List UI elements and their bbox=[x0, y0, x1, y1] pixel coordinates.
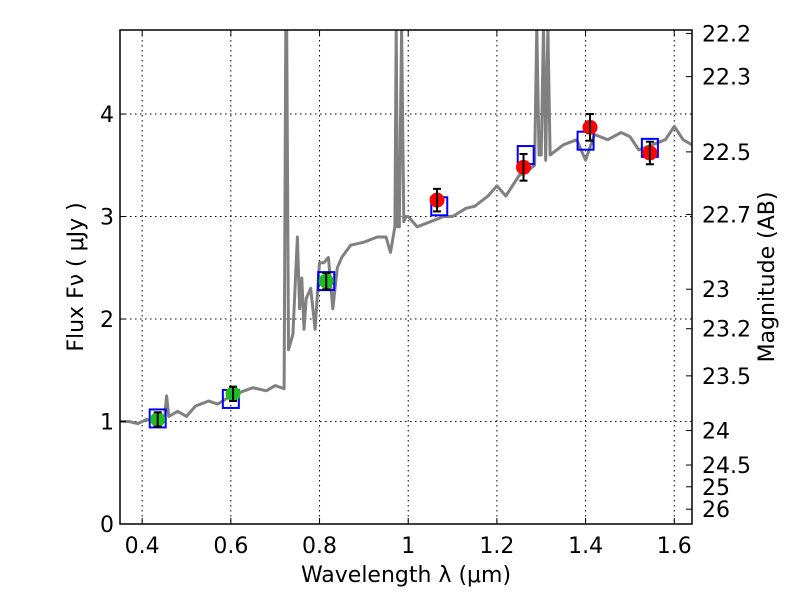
y-axis-label: Flux Fν ( μJy ) bbox=[64, 202, 89, 351]
x-tick-label: 0.6 bbox=[213, 534, 248, 559]
right-tick-label: 22.3 bbox=[702, 66, 751, 91]
y-tick-label: 2 bbox=[100, 308, 114, 333]
x-tick-label: 1.6 bbox=[657, 534, 692, 559]
ticks: 0.4 0.6 0.8 1 1.2 1.4 1.60123422.222.322.522.7… bbox=[100, 22, 751, 559]
axes-frame bbox=[119, 29, 693, 525]
right-tick-label: 26 bbox=[702, 498, 730, 523]
right-tick-label: 23.2 bbox=[702, 318, 751, 343]
y-tick-label: 1 bbox=[100, 411, 114, 436]
right-tick-label: 25 bbox=[702, 476, 730, 501]
x-tick-label: 1.4 bbox=[568, 534, 603, 559]
right-tick-label: 24.5 bbox=[702, 454, 751, 479]
right-tick-label: 22.7 bbox=[702, 203, 751, 228]
right-axis-label: Magnitude (AB) bbox=[755, 192, 780, 363]
y-tick-label: 0 bbox=[100, 513, 114, 538]
x-tick-label: 0.4 bbox=[125, 534, 160, 559]
y-tick-label: 4 bbox=[100, 103, 114, 128]
right-tick-label: 22.5 bbox=[702, 141, 751, 166]
x-axis-label: Wavelength λ (μm) bbox=[301, 563, 511, 588]
right-tick-label: 24 bbox=[702, 420, 730, 445]
right-tick-label: 23 bbox=[702, 278, 730, 303]
grid bbox=[120, 30, 692, 525]
x-tick-label: 1.2 bbox=[479, 534, 514, 559]
right-tick-label: 22.2 bbox=[702, 22, 751, 47]
spectrum-line bbox=[120, 30, 692, 426]
x-tick-label: 0.8 bbox=[302, 534, 337, 559]
plot-area bbox=[120, 30, 692, 429]
x-tick-label: 1 bbox=[401, 534, 415, 559]
right-tick-label: 23.5 bbox=[702, 365, 751, 390]
y-tick-label: 3 bbox=[100, 206, 114, 231]
